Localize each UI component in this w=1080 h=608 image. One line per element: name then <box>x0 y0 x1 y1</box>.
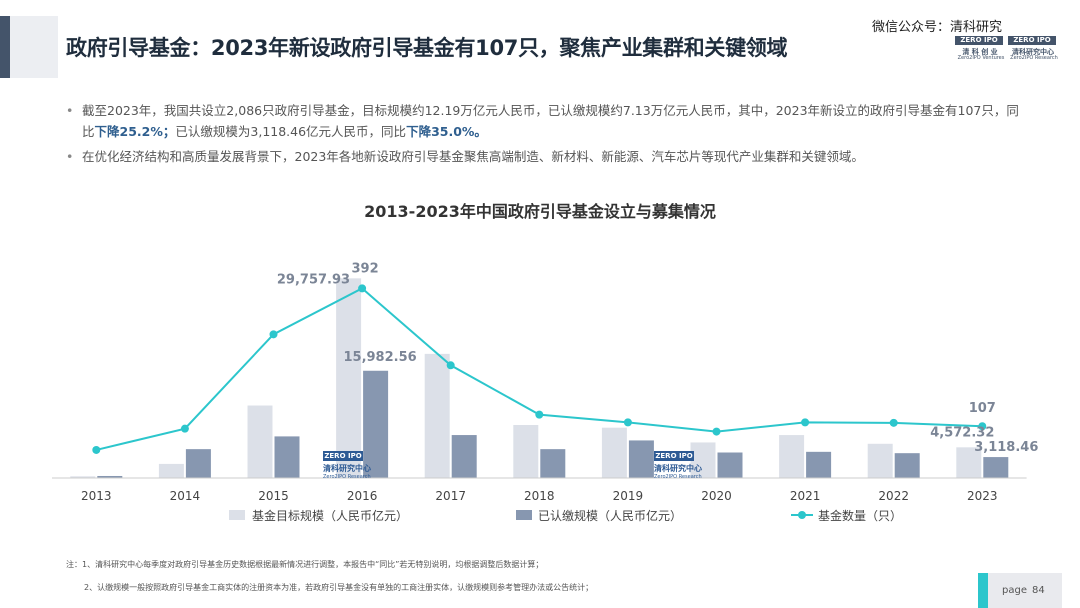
x-tick-label: 2021 <box>790 489 821 503</box>
legend-swatch-count-dot <box>798 511 806 519</box>
data-label-count-2016: 392 <box>352 261 379 276</box>
bar-target-2019 <box>601 427 627 478</box>
note-2: 2、认缴规模一般按照政府引导基金工商实体的注册资本为准，若政府引导基金没有单独的… <box>84 583 594 592</box>
title-accent-bar <box>0 16 10 78</box>
fund-chart: 2013 2014 2015 2016 2017 2018 2019 2020 2021 2022… <box>52 261 1038 523</box>
page-number: 84 <box>1032 585 1045 596</box>
point-fund-count-2018 <box>535 410 544 419</box>
page-label: page <box>1002 585 1027 596</box>
summary-bullets: • 截至2023年，我国共设立2,086只政府引导基金，目标规模约12.19万亿… <box>66 100 1026 171</box>
bar-paid-2023 <box>983 457 1009 478</box>
point-fund-count-2022 <box>889 418 898 427</box>
bar-paid-2014 <box>185 449 211 478</box>
bar-target-2014 <box>158 463 184 478</box>
data-label-target-2023: 4,572.32 <box>930 425 994 440</box>
x-tick-label: 2014 <box>170 489 201 503</box>
watermark-en: Zero2IPO Research <box>323 474 371 480</box>
legend-label-target: 基金目标规模（人民币亿元） <box>252 508 408 523</box>
legend-label-count: 基金数量（只） <box>818 508 902 523</box>
legend-swatch-target <box>229 510 245 520</box>
logo-box-text: ZERO IPO <box>1008 36 1056 45</box>
bar-target-2016 <box>336 278 362 478</box>
x-tick-label: 2017 <box>435 489 466 503</box>
bullet-1-text-a: 截至2023年，我国共设立2,086只政府引导基金，目标规模约12.19万亿元人… <box>82 103 1019 139</box>
page-footer-accent <box>978 573 988 608</box>
chart-title: 2013-2023年中国政府引导基金设立与募集情况 <box>364 202 716 221</box>
data-label-paid-2016: 15,982.56 <box>343 350 416 365</box>
bullet-1-highlight-a: 下降25.2%； <box>94 124 176 139</box>
bar-target-2018 <box>513 424 539 478</box>
x-tick-label: 2016 <box>347 489 378 503</box>
x-tick-label: 2018 <box>524 489 555 503</box>
data-label-count-2023: 107 <box>969 401 996 416</box>
bullet-dot: • <box>66 149 74 164</box>
watermark-box: ZERO IPO <box>323 451 363 461</box>
bar-paid-2021 <box>806 451 832 478</box>
bar-target-2020 <box>690 442 716 478</box>
point-fund-count-2014 <box>180 424 189 433</box>
bar-target-2023 <box>956 447 982 478</box>
logo-cn-text: 清 科 创 业 <box>962 48 998 56</box>
legend-swatch-paid <box>516 510 532 520</box>
page-footer-box <box>978 573 1062 608</box>
logo-en-text: Zero2IPO Research <box>1010 55 1058 61</box>
point-fund-count-2015 <box>269 330 278 339</box>
x-tick-label: 2019 <box>613 489 644 503</box>
bar-target-2015 <box>247 405 273 478</box>
x-tick-label: 2013 <box>81 489 112 503</box>
point-fund-count-2016 <box>358 284 367 293</box>
bar-paid-2016 <box>363 370 389 478</box>
point-fund-count-2017 <box>446 361 455 370</box>
data-label-target-2016: 29,757.93 <box>277 272 350 287</box>
bar-paid-2013 <box>97 475 123 478</box>
line-fund-count <box>96 287 983 451</box>
watermark-logo: ZERO IPO 清科研究中心 Zero2IPO Research <box>654 451 714 485</box>
point-fund-count-2019 <box>623 418 632 427</box>
legend-label-paid: 已认缴规模（人民币亿元） <box>538 508 682 523</box>
bullet-1-text-b: 已认缴规模为3,118.46亿元人民币，同比 <box>175 124 407 139</box>
bar-target-2022 <box>867 443 893 478</box>
bar-paid-2017 <box>451 435 477 478</box>
watermark-logo: ZERO IPO 清科研究中心 Zero2IPO Research <box>323 451 383 485</box>
logo-cn-text: 清科研究中心 <box>1012 48 1054 56</box>
bar-paid-2018 <box>540 449 566 478</box>
bullet-1: • 截至2023年，我国共设立2,086只政府引导基金，目标规模约12.19万亿… <box>66 100 1026 142</box>
bar-target-2021 <box>779 435 805 478</box>
bullet-2: • 在优化经济结构和高质量发展背景下，2023年各地新设政府引导基金聚焦高端制造… <box>66 146 1026 167</box>
logo-box-text: ZERO IPO <box>955 36 1003 45</box>
point-fund-count-2013 <box>92 445 101 454</box>
bar-paid-2019 <box>628 440 654 478</box>
note-1: 注：1、清科研究中心每季度对政府引导基金历史数据根据最新情况进行调整，本报告中“… <box>66 560 544 569</box>
bar-target-2017 <box>424 353 450 478</box>
x-tick-label: 2022 <box>878 489 909 503</box>
point-fund-count-2023 <box>978 422 987 431</box>
x-tick-label: 2015 <box>258 489 289 503</box>
page-title: 政府引导基金：2023年新设政府引导基金有107只，聚焦产业集群和关键领域 <box>66 36 788 60</box>
point-fund-count-2020 <box>712 427 721 436</box>
watermark-cn: 清科研究中心 <box>323 464 371 473</box>
watermark-en: Zero2IPO Research <box>654 474 702 480</box>
point-fund-count-2021 <box>801 418 810 427</box>
wechat-account: 微信公众号：清科研究 <box>872 20 1003 35</box>
bar-paid-2015 <box>274 436 300 478</box>
watermark-cn: 清科研究中心 <box>654 464 702 473</box>
bar-target-2013 <box>70 476 96 478</box>
bullet-dot: • <box>66 103 74 118</box>
bar-paid-2022 <box>894 453 920 478</box>
watermark-box: ZERO IPO <box>654 451 694 461</box>
data-label-paid-2023: 3,118.46 <box>974 440 1038 455</box>
x-tick-label: 2023 <box>967 489 998 503</box>
bar-paid-2020 <box>717 452 743 478</box>
x-tick-label: 2020 <box>701 489 732 503</box>
bullet-2-text: 在优化经济结构和高质量发展背景下，2023年各地新设政府引导基金聚焦高端制造、新… <box>82 149 864 164</box>
logo-en-text: Zero2IPO Ventures <box>957 55 1005 61</box>
bullet-1-highlight-b: 下降35.0%。 <box>406 124 487 139</box>
